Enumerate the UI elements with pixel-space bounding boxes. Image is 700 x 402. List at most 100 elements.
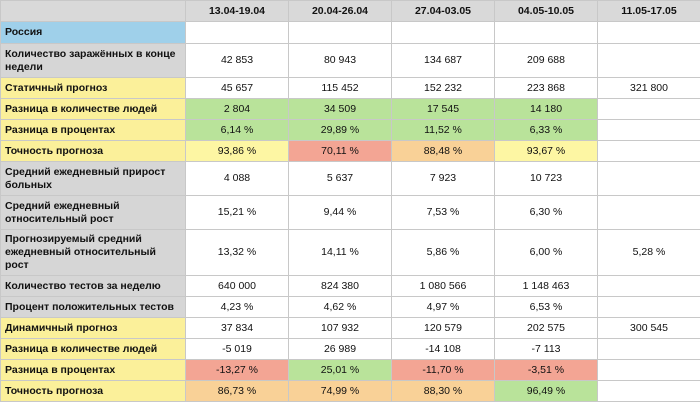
row-label[interactable]: Количество тестов за неделю: [1, 276, 186, 297]
table-cell[interactable]: 14 180: [495, 99, 598, 120]
table-cell[interactable]: [495, 22, 598, 44]
row-label[interactable]: Средний ежедневный прирост больных: [1, 162, 186, 196]
table-cell[interactable]: 86,73 %: [186, 381, 289, 402]
table-cell[interactable]: 93,67 %: [495, 141, 598, 162]
column-header-week-3[interactable]: 27.04-03.05: [392, 1, 495, 22]
table-cell[interactable]: 5,86 %: [392, 230, 495, 276]
table-cell[interactable]: -14 108: [392, 339, 495, 360]
row-label[interactable]: Процент положительных тестов: [1, 297, 186, 318]
table-cell[interactable]: 6,33 %: [495, 120, 598, 141]
table-cell[interactable]: [598, 99, 700, 120]
table-cell[interactable]: [598, 339, 700, 360]
table-cell[interactable]: 17 545: [392, 99, 495, 120]
row-label[interactable]: Точность прогноза: [1, 141, 186, 162]
table-cell[interactable]: -3,51 %: [495, 360, 598, 381]
table-cell[interactable]: 209 688: [495, 44, 598, 78]
table-cell[interactable]: 4 088: [186, 162, 289, 196]
table-cell[interactable]: 29,89 %: [289, 120, 392, 141]
table-cell[interactable]: 2 804: [186, 99, 289, 120]
table-cell[interactable]: 1 148 463: [495, 276, 598, 297]
table-cell[interactable]: 9,44 %: [289, 196, 392, 230]
row-label[interactable]: Разница в количестве людей: [1, 339, 186, 360]
column-header-week-5[interactable]: 11.05-17.05: [598, 1, 700, 22]
table-cell[interactable]: -7 113: [495, 339, 598, 360]
column-header-corner: [1, 1, 186, 22]
column-header-week-2[interactable]: 20.04-26.04: [289, 1, 392, 22]
table-cell[interactable]: 6,00 %: [495, 230, 598, 276]
table-cell[interactable]: 107 932: [289, 318, 392, 339]
table-cell[interactable]: 5 637: [289, 162, 392, 196]
table-cell[interactable]: [598, 360, 700, 381]
table-cell[interactable]: [289, 22, 392, 44]
table-cell[interactable]: 88,48 %: [392, 141, 495, 162]
table-cell[interactable]: 321 800: [598, 78, 700, 99]
table-cell[interactable]: 640 000: [186, 276, 289, 297]
table-cell[interactable]: 42 853: [186, 44, 289, 78]
table-cell[interactable]: 93,86 %: [186, 141, 289, 162]
table-cell[interactable]: 115 452: [289, 78, 392, 99]
table-cell[interactable]: 5,28 %: [598, 230, 700, 276]
table-cell[interactable]: 34 509: [289, 99, 392, 120]
table-cell[interactable]: 96,49 %: [495, 381, 598, 402]
table-cell[interactable]: 15,21 %: [186, 196, 289, 230]
table-cell[interactable]: 37 834: [186, 318, 289, 339]
header-row: 13.04-19.04 20.04-26.04 27.04-03.05 04.0…: [1, 1, 700, 22]
row-label[interactable]: Статичный прогноз: [1, 78, 186, 99]
table-cell[interactable]: 6,53 %: [495, 297, 598, 318]
row-label[interactable]: Россия: [1, 22, 186, 44]
row-label[interactable]: Динамичный прогноз: [1, 318, 186, 339]
table-cell[interactable]: [598, 120, 700, 141]
table-cell[interactable]: [598, 141, 700, 162]
table-cell[interactable]: 80 943: [289, 44, 392, 78]
row-label[interactable]: Разница в количестве людей: [1, 99, 186, 120]
table-cell[interactable]: 4,97 %: [392, 297, 495, 318]
table-cell[interactable]: 11,52 %: [392, 120, 495, 141]
table-cell[interactable]: [598, 297, 700, 318]
table-cell[interactable]: 134 687: [392, 44, 495, 78]
table-cell[interactable]: 6,14 %: [186, 120, 289, 141]
table-cell[interactable]: 26 989: [289, 339, 392, 360]
table-cell[interactable]: [598, 44, 700, 78]
row-label[interactable]: Разница в процентах: [1, 360, 186, 381]
table-cell[interactable]: 70,11 %: [289, 141, 392, 162]
table-cell[interactable]: 120 579: [392, 318, 495, 339]
table-cell[interactable]: -5 019: [186, 339, 289, 360]
row-label[interactable]: Разница в процентах: [1, 120, 186, 141]
table-cell[interactable]: [598, 22, 700, 44]
table-cell[interactable]: [598, 162, 700, 196]
row-label[interactable]: Средний ежедневный относительный рост: [1, 196, 186, 230]
table-cell[interactable]: 10 723: [495, 162, 598, 196]
table-cell[interactable]: 223 868: [495, 78, 598, 99]
table-cell[interactable]: -11,70 %: [392, 360, 495, 381]
table-cell[interactable]: [186, 22, 289, 44]
table-cell[interactable]: 152 232: [392, 78, 495, 99]
table-cell[interactable]: 25,01 %: [289, 360, 392, 381]
table-cell[interactable]: [392, 22, 495, 44]
row-label[interactable]: Точность прогноза: [1, 381, 186, 402]
table-cell[interactable]: 1 080 566: [392, 276, 495, 297]
table-cell[interactable]: 13,32 %: [186, 230, 289, 276]
row-label[interactable]: Количество заражённых в конце недели: [1, 44, 186, 78]
table-cell[interactable]: 14,11 %: [289, 230, 392, 276]
table-cell[interactable]: 300 545: [598, 318, 700, 339]
table-cell[interactable]: [598, 276, 700, 297]
table-cell[interactable]: 824 380: [289, 276, 392, 297]
column-header-week-4[interactable]: 04.05-10.05: [495, 1, 598, 22]
table-cell[interactable]: 6,30 %: [495, 196, 598, 230]
table-cell[interactable]: 74,99 %: [289, 381, 392, 402]
table-cell[interactable]: [598, 381, 700, 402]
table-cell[interactable]: [598, 196, 700, 230]
table-cell[interactable]: 4,23 %: [186, 297, 289, 318]
row-label[interactable]: Прогнозируемый средний ежедневный относи…: [1, 230, 186, 276]
table-cell[interactable]: -13,27 %: [186, 360, 289, 381]
table-cell[interactable]: 7 923: [392, 162, 495, 196]
table-row: Прогнозируемый средний ежедневный относи…: [1, 230, 700, 276]
table-cell[interactable]: 202 575: [495, 318, 598, 339]
table-cell[interactable]: 4,62 %: [289, 297, 392, 318]
table-cell[interactable]: 88,30 %: [392, 381, 495, 402]
column-header-week-1[interactable]: 13.04-19.04: [186, 1, 289, 22]
table-cell[interactable]: 45 657: [186, 78, 289, 99]
table-cell[interactable]: 7,53 %: [392, 196, 495, 230]
